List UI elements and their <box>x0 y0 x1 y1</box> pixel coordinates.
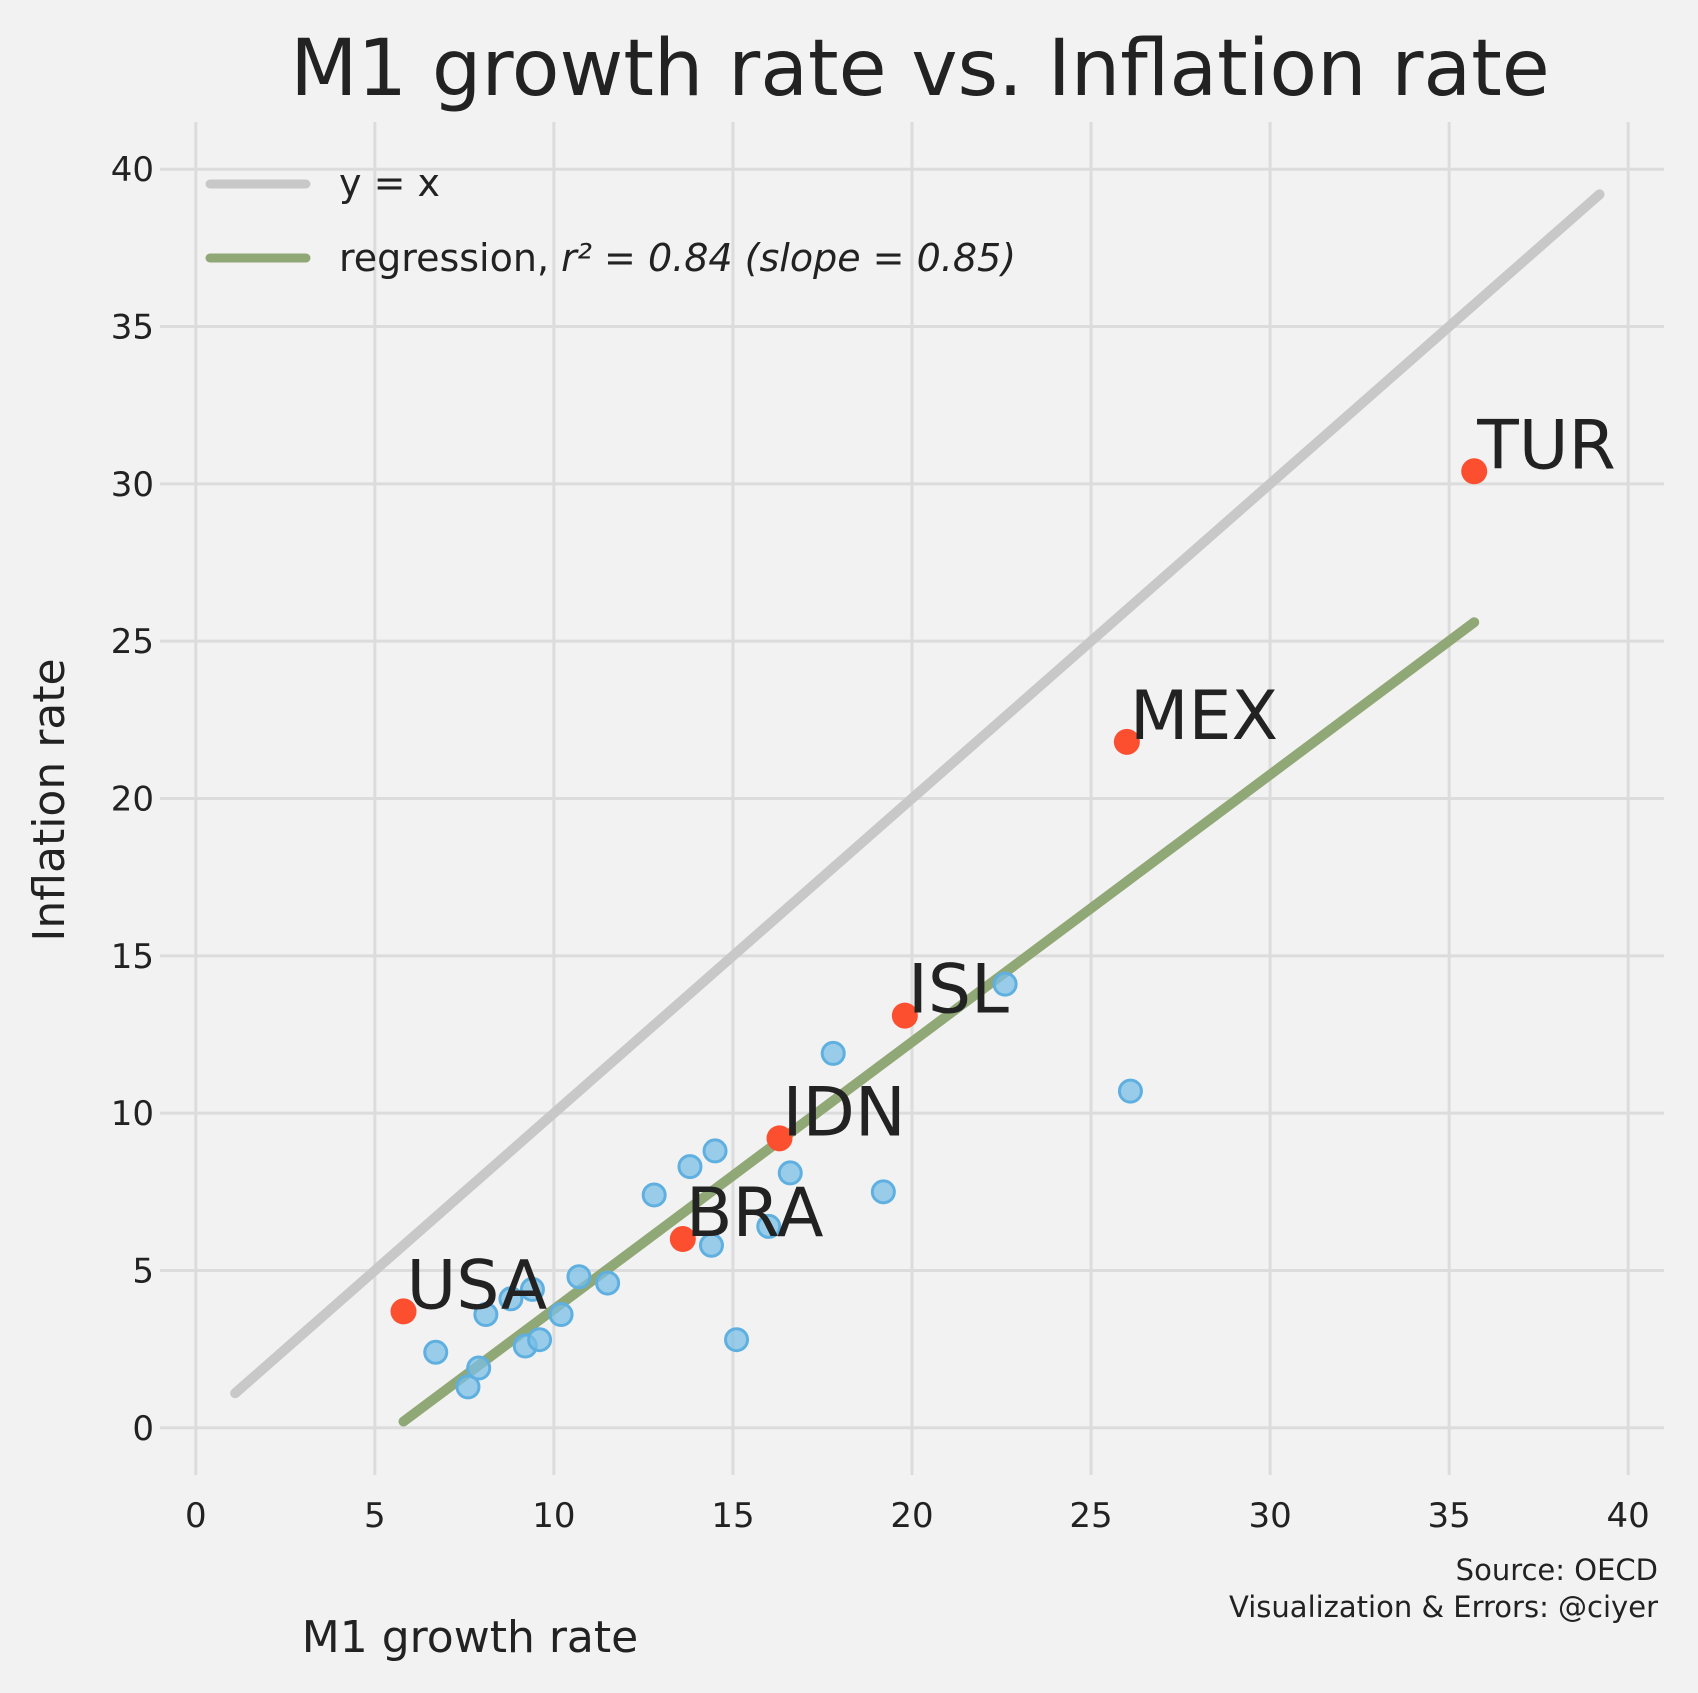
scatter-point <box>473 1302 499 1328</box>
scatter-point <box>724 1327 750 1353</box>
x-tick-label: 15 <box>711 1496 754 1536</box>
x-tick-label: 35 <box>1428 1496 1471 1536</box>
y-axis-title: Inflation rate <box>24 658 75 941</box>
highlight-point-bra <box>669 1226 696 1253</box>
scatter-point <box>677 1154 703 1180</box>
highlight-point-usa <box>390 1298 417 1325</box>
scatter-point <box>423 1339 449 1365</box>
country-label-idn: IDN <box>783 1073 906 1152</box>
scatter-point <box>498 1286 524 1312</box>
x-axis-title: M1 growth rate <box>302 1612 638 1663</box>
scatter-point <box>698 1232 724 1258</box>
scatter-point <box>641 1182 667 1208</box>
x-tick-label: 25 <box>1069 1496 1112 1536</box>
point-layer <box>390 458 1488 1400</box>
highlight-point-tur <box>1461 458 1488 485</box>
legend-regression-math: r² = 0.84 (slope = 0.85) <box>561 236 1016 280</box>
legend-label-regression: regression, r² = 0.84 (slope = 0.85) <box>339 236 1016 280</box>
y-tick-label: 30 <box>111 465 154 505</box>
x-tick-label: 5 <box>364 1496 386 1536</box>
country-label-tur: TUR <box>1476 406 1616 485</box>
highlight-point-idn <box>766 1125 793 1152</box>
scatter-point <box>566 1264 592 1290</box>
chart-title: M1 growth rate vs. Inflation rate <box>290 24 1550 114</box>
source-credit: Source: OECD <box>1456 1553 1658 1587</box>
country-label-isl: ISL <box>908 951 1009 1030</box>
scatter-point <box>595 1270 621 1296</box>
scatter-point <box>756 1213 782 1239</box>
scatter-point <box>527 1327 553 1353</box>
x-tick-label: 40 <box>1607 1496 1650 1536</box>
tick-layer: 0 5 10 15 20 25 30 35 40 0 5 10 15 20 25 30 35 40 <box>111 150 1650 1536</box>
scatter-point <box>820 1040 846 1066</box>
x-tick-label: 0 <box>185 1496 207 1536</box>
line-layer <box>230 189 1605 1427</box>
scatter-point <box>455 1374 481 1400</box>
country-label-usa: USA <box>407 1246 548 1325</box>
visualization-credit: Visualization & Errors: @ciyer <box>1229 1590 1658 1624</box>
y-tick-label: 20 <box>111 780 154 820</box>
identity-line <box>230 189 1605 1399</box>
legend-regression-prefix: regression, <box>339 236 561 280</box>
scatter-point <box>777 1160 803 1186</box>
scatter-point <box>466 1355 492 1381</box>
y-tick-label: 10 <box>111 1094 154 1134</box>
y-tick-label: 25 <box>111 622 154 662</box>
country-label-mex: MEX <box>1130 677 1278 756</box>
scatter-point <box>870 1179 896 1205</box>
country-label-bra: BRA <box>686 1174 824 1253</box>
y-tick-label: 5 <box>132 1251 154 1291</box>
highlight-point-mex <box>1113 728 1140 755</box>
legend-label-identity: y = x <box>339 161 440 205</box>
scatter-point <box>1117 1078 1143 1104</box>
y-tick-label: 40 <box>111 150 154 190</box>
scatter-point <box>519 1276 545 1302</box>
scatter-point <box>548 1302 574 1328</box>
highlight-point-isl <box>891 1002 918 1029</box>
legend: y = x regression, r² = 0.84 (slope = 0.8… <box>205 161 1016 280</box>
y-tick-label: 15 <box>111 937 154 977</box>
scatter-point <box>992 971 1018 997</box>
x-tick-label: 30 <box>1248 1496 1291 1536</box>
y-tick-label: 35 <box>111 308 154 348</box>
y-tick-label: 0 <box>132 1409 154 1449</box>
x-tick-label: 10 <box>532 1496 575 1536</box>
x-tick-label: 20 <box>890 1496 933 1536</box>
scatter-point <box>702 1138 728 1164</box>
